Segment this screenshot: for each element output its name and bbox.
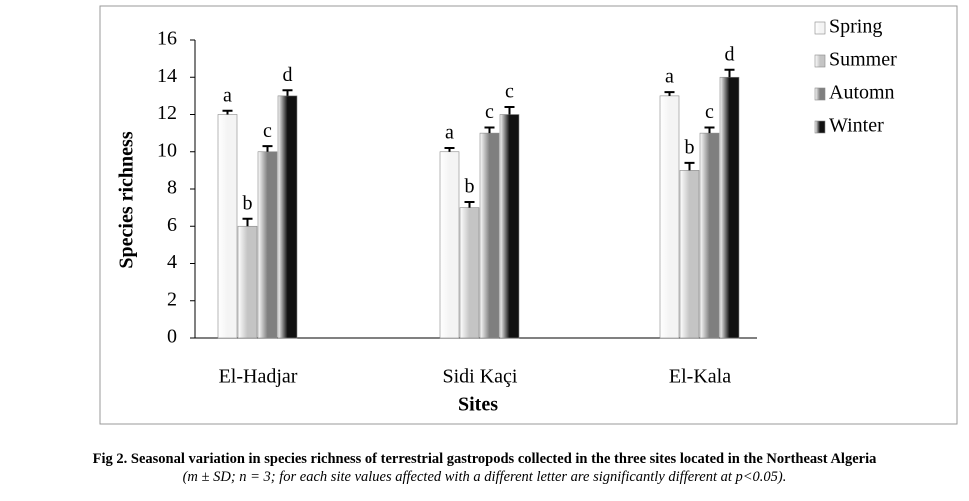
bar (237, 225, 258, 339)
error-bar (684, 161, 695, 171)
significance-letter: a (665, 66, 674, 88)
caption-title: Fig 2. Seasonal variation in species ric… (92, 451, 877, 467)
significance-letter: c (705, 101, 714, 123)
error-bar (464, 201, 475, 208)
y-tick-label: 2 (167, 288, 177, 310)
significance-letter: c (485, 101, 494, 123)
y-tick-label: 6 (167, 214, 177, 236)
significance-letter: d (725, 43, 735, 65)
x-axis-title: Sites (458, 394, 498, 416)
y-tick-label: 4 (167, 251, 177, 273)
significance-letter: b (243, 192, 253, 214)
significance-letter: c (505, 81, 514, 103)
legend-label: Winter (829, 115, 884, 137)
error-bar (222, 109, 233, 115)
y-tick-label: 8 (167, 177, 177, 199)
y-tick-label: 0 (167, 326, 177, 348)
x-tick-label: El-Kala (669, 366, 731, 388)
bar (719, 76, 740, 339)
bar (217, 114, 238, 339)
bar (257, 151, 278, 339)
legend-label: Automn (829, 82, 895, 104)
bar (679, 170, 700, 339)
y-tick-label: 12 (157, 102, 177, 124)
caption-note: (m ± SD; n = 3; for each site values aff… (182, 469, 787, 485)
significance-letter: a (445, 122, 454, 144)
bar (499, 114, 520, 339)
y-axis-title: Species richness (116, 131, 138, 268)
significance-letter: d (283, 64, 293, 86)
bar (459, 207, 480, 339)
significance-letter: c (263, 120, 272, 142)
error-bar (504, 106, 515, 115)
chart: Species richness Sites 0 2 4 6 8 10 12 14 16 El-H… (99, 5, 958, 425)
bar (659, 95, 680, 339)
error-bar (724, 68, 735, 78)
x-tick-label: El-Hadjar (219, 366, 298, 388)
legend-label: Summer (829, 49, 897, 71)
y-tick-label: 14 (157, 65, 177, 87)
legend-swatch (814, 120, 826, 134)
bar (277, 95, 298, 339)
legend-swatch (814, 54, 826, 68)
error-bar (262, 145, 273, 152)
bar (479, 132, 500, 339)
significance-letter: b (685, 137, 695, 159)
error-bar (704, 126, 715, 134)
x-tick-label: Sidi Kaçi (443, 366, 518, 388)
error-bar (484, 126, 495, 134)
legend-swatch (814, 21, 826, 35)
significance-letter: b (465, 176, 475, 198)
error-bar (242, 217, 253, 227)
y-tick-label: 10 (157, 139, 177, 161)
chart-frame (99, 5, 958, 425)
y-tick-label: 16 (157, 28, 177, 50)
bar (439, 151, 460, 339)
legend-swatch (814, 87, 826, 101)
error-bar (444, 147, 455, 152)
bar (699, 132, 720, 339)
error-bar (282, 89, 293, 96)
error-bar (664, 91, 675, 96)
significance-letter: a (223, 84, 232, 106)
legend-label: Spring (829, 16, 882, 38)
